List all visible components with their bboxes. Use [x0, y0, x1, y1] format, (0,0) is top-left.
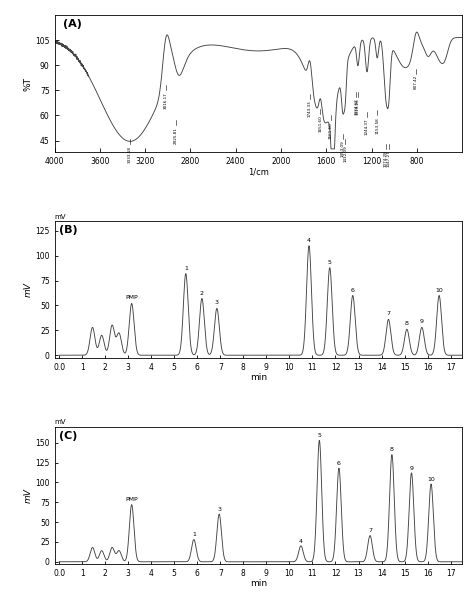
Text: 1651.60: 1651.60 [319, 115, 322, 132]
Text: PMP: PMP [125, 497, 138, 502]
Text: 1244.37: 1244.37 [365, 119, 369, 136]
Text: 1: 1 [184, 266, 188, 270]
X-axis label: min: min [250, 374, 267, 383]
Text: 3: 3 [215, 300, 219, 306]
Text: 1743.33: 1743.33 [308, 100, 312, 117]
Text: mV: mV [55, 420, 66, 426]
Text: 4: 4 [299, 538, 303, 543]
Text: 807.42: 807.42 [414, 75, 418, 90]
X-axis label: 1/cm: 1/cm [248, 168, 269, 177]
Text: 1561.60: 1561.60 [328, 122, 333, 139]
Text: 1432.09: 1432.09 [343, 146, 347, 162]
Text: 9: 9 [420, 319, 424, 324]
Y-axis label: %T: %T [23, 76, 32, 91]
Text: 1153.58: 1153.58 [375, 117, 379, 134]
Text: 3333.58: 3333.58 [128, 146, 132, 162]
Text: (A): (A) [63, 19, 82, 29]
Text: PMP: PMP [125, 296, 138, 300]
Text: (B): (B) [59, 225, 77, 235]
Text: 1: 1 [192, 532, 196, 537]
Text: (C): (C) [59, 431, 77, 441]
Text: 1074.28: 1074.28 [384, 150, 388, 167]
Text: 7: 7 [368, 528, 372, 533]
Text: 6: 6 [351, 288, 355, 293]
Text: 4: 4 [307, 238, 311, 243]
Text: 2: 2 [200, 291, 204, 296]
Text: 8: 8 [405, 321, 409, 327]
Text: 10: 10 [427, 476, 435, 482]
Text: 5: 5 [318, 433, 321, 438]
Text: 1047.27: 1047.27 [387, 150, 391, 167]
Text: 8: 8 [390, 447, 394, 453]
Text: 6: 6 [337, 461, 341, 466]
Text: 9: 9 [410, 466, 413, 470]
Text: 5: 5 [328, 260, 332, 264]
Text: mV: mV [55, 214, 66, 220]
X-axis label: min: min [250, 580, 267, 589]
Y-axis label: mV: mV [23, 488, 32, 503]
Text: 1453.09: 1453.09 [341, 140, 345, 157]
Y-axis label: mV: mV [23, 282, 32, 297]
Text: 1334.62: 1334.62 [355, 99, 358, 115]
Text: 2925.81: 2925.81 [174, 127, 178, 144]
Text: 1319.26: 1319.26 [356, 99, 360, 115]
Text: 3: 3 [217, 507, 221, 512]
Text: 3016.17: 3016.17 [164, 92, 168, 109]
Text: 7: 7 [386, 312, 391, 316]
Text: 10: 10 [435, 288, 443, 293]
